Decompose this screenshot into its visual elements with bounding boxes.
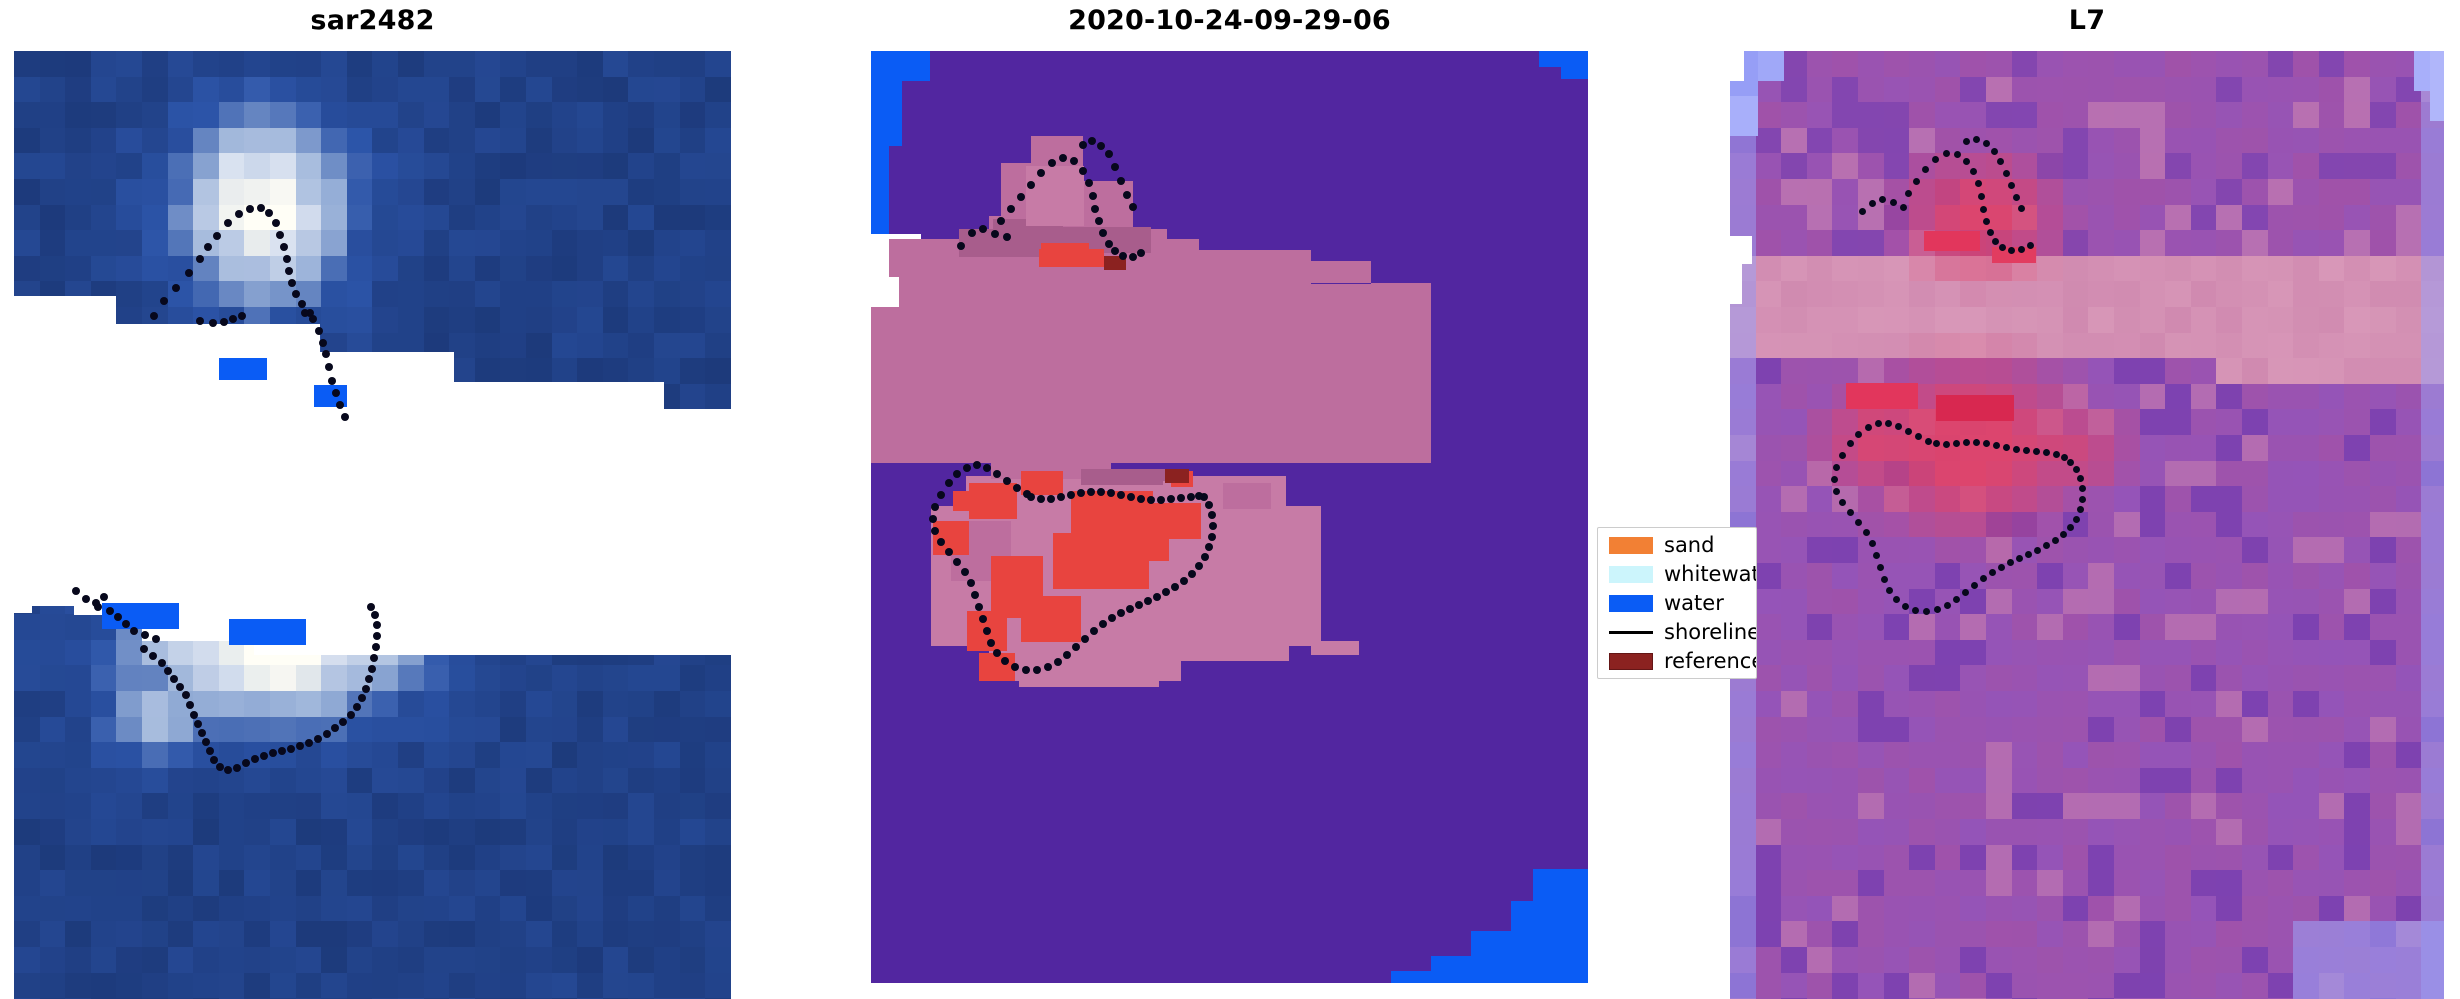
l7-raster (1730, 51, 2444, 999)
water-swatch-icon (1609, 595, 1653, 612)
shoreline-line-icon (1609, 631, 1653, 634)
legend-item-whitewater: whitewater (1598, 561, 1756, 587)
l7-image-panel[interactable] (1730, 51, 2444, 999)
legend-item-reference: reference (1598, 648, 1756, 674)
legend-label-reference: reference (1664, 649, 1757, 673)
sar-shoreline-overlay (14, 51, 731, 999)
legend-label-water: water (1664, 591, 1724, 615)
panel-title-classification: 2020-10-24-09-29-06 (1068, 5, 1391, 36)
legend-label-shoreline: shoreline (1664, 620, 1757, 644)
legend-item-shoreline: shoreline (1598, 619, 1756, 645)
legend-item-sand: sand (1598, 532, 1756, 558)
legend-item-water: water (1598, 590, 1756, 616)
reference-swatch-icon (1609, 653, 1653, 670)
whitewater-swatch-icon (1609, 566, 1653, 583)
legend[interactable]: sand whitewater water shoreline referenc… (1597, 527, 1757, 679)
classification-image-panel[interactable] (871, 51, 1588, 983)
classification-raster (871, 51, 1588, 983)
classification-shoreline-overlay (871, 51, 1588, 983)
sar-water-class-overlay (14, 51, 731, 999)
sar-image-panel[interactable] (14, 51, 731, 999)
panel-title-sar: sar2482 (310, 5, 435, 36)
sand-swatch-icon (1609, 537, 1653, 554)
panel-title-l7: L7 (2068, 5, 2106, 36)
legend-label-sand: sand (1664, 533, 1715, 557)
legend-label-whitewater: whitewater (1664, 562, 1756, 586)
l7-shoreline-overlay (1730, 51, 2444, 999)
sar-nodata-mask (14, 51, 731, 999)
